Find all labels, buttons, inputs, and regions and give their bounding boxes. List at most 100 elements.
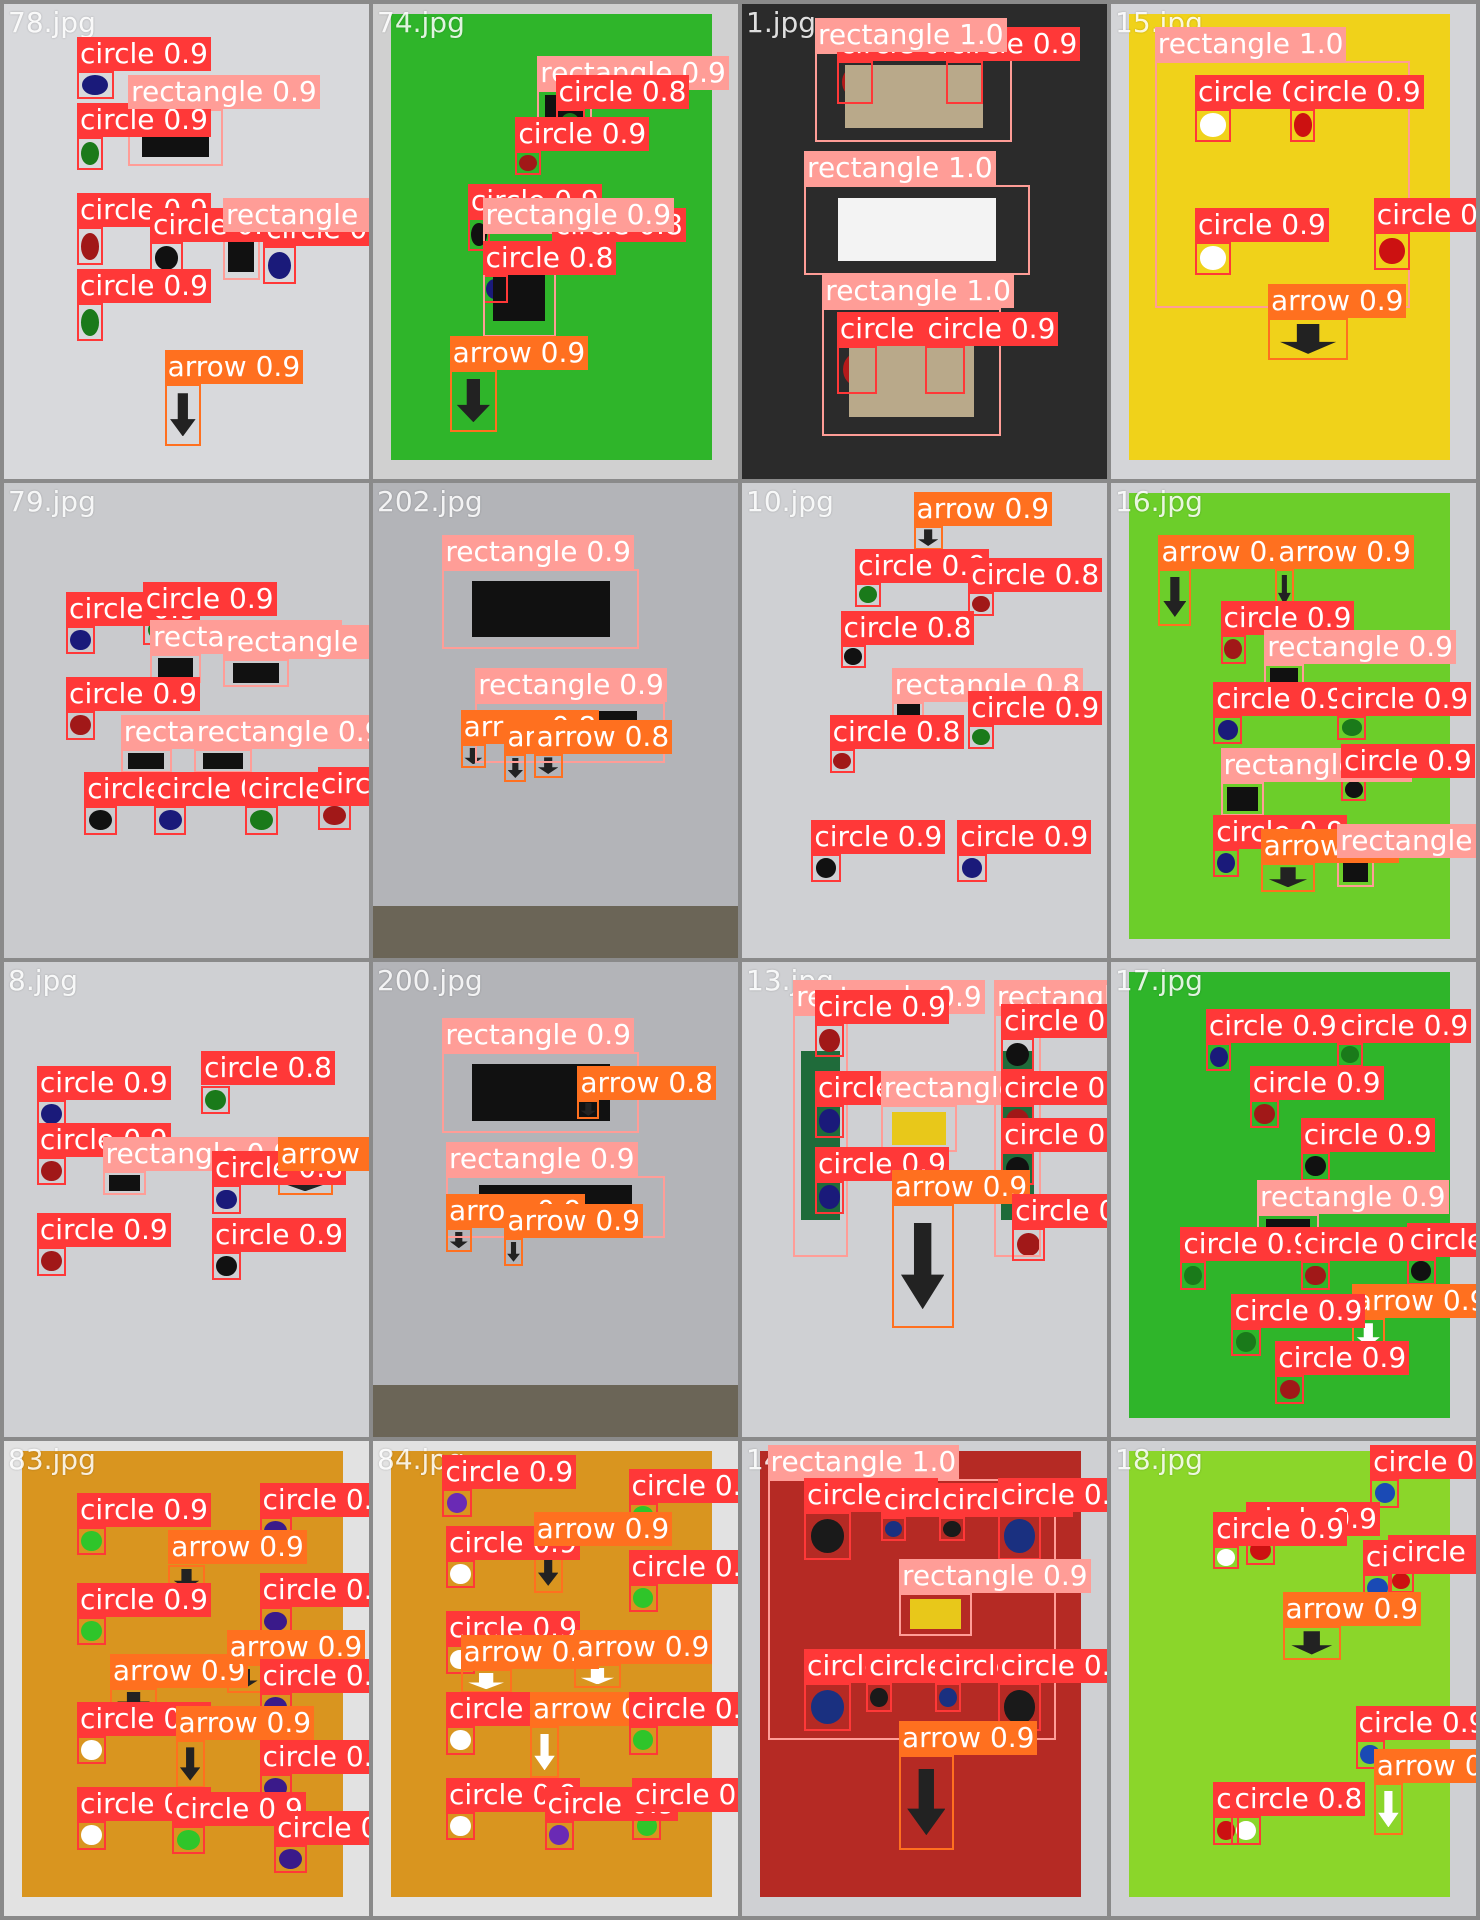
circle-bounding-box <box>1337 715 1367 740</box>
rectangle-object <box>1342 862 1369 883</box>
circle-detection-label: circle 0.9 <box>442 1454 577 1489</box>
circle-object <box>858 586 877 603</box>
circle-object <box>1341 1046 1359 1063</box>
circle-object <box>942 1520 961 1538</box>
circle-detection-label: circle 0.9 <box>259 1483 369 1517</box>
rectangle-detection-label: rectangle 0.9 <box>475 667 667 702</box>
circle-bounding-box <box>957 853 987 882</box>
circle-bounding-box <box>212 1251 242 1281</box>
circle-object <box>158 810 182 831</box>
rectangle-detection-label: rectangle 0.9 <box>128 74 320 109</box>
arrow-detection-label: arrow 0.9 <box>891 1170 1031 1205</box>
circle-bounding-box <box>628 1726 658 1755</box>
arrow-detection-label: arrow 0.9 <box>226 1630 366 1665</box>
circle-bounding-box <box>1180 1261 1206 1290</box>
rectangle-bounding-box <box>120 749 172 773</box>
image-tile: 15.jpg rectangle 1.0 circle 0.9 circle 0.9 c… <box>1111 4 1476 479</box>
circle-bounding-box <box>1373 232 1411 270</box>
circle-bounding-box <box>77 1526 107 1555</box>
arrow-detection-label: arrow 0.9 <box>1275 534 1414 569</box>
rectangle-detection-label: rectangle 0.9 <box>482 198 675 232</box>
circle-object <box>819 1109 840 1133</box>
circle-bounding-box <box>1231 1327 1261 1357</box>
image-filename: 202.jpg <box>377 485 483 518</box>
circle-bounding-box <box>1337 1042 1363 1067</box>
arrow-detection-label: arrow 0.9 <box>168 1530 307 1565</box>
circle-bounding-box <box>946 61 983 104</box>
circle-object <box>1004 1690 1035 1724</box>
circle-detection-label: circle 0.9 <box>997 1649 1107 1684</box>
circle-object <box>833 752 852 770</box>
circle-object <box>1379 237 1405 265</box>
circle-bounding-box <box>880 1517 907 1541</box>
circle-detection-label: circle 0.8 <box>1001 1070 1107 1105</box>
circle-object <box>1224 639 1243 660</box>
circle-object <box>70 629 91 650</box>
image-tile: 78.jpg circle 0.9 circle 0.9 circle 0.9 circ… <box>4 4 369 479</box>
circle-bounding-box <box>1213 848 1239 878</box>
circle-bounding-box <box>442 1488 472 1517</box>
circle-object <box>819 1028 840 1052</box>
rectangle-object <box>109 1174 140 1192</box>
circle-bounding-box <box>1220 635 1247 664</box>
circle-detection-label: circle 0.8 <box>482 240 617 275</box>
circle-bounding-box <box>866 1683 892 1712</box>
circle-bounding-box <box>968 592 994 616</box>
arrow-detection-label: arrow 0.9 <box>164 350 304 384</box>
rectangle-detection-label: rectangle 0.9 <box>1264 629 1456 664</box>
circle-detection-label: circle 0.9 <box>1337 681 1472 716</box>
circle-object <box>279 1849 302 1869</box>
image-tile: 17.jpg circle 0.9 circle 0.9 circle 0.9 circ… <box>1111 962 1476 1437</box>
circle-bounding-box <box>628 1583 658 1612</box>
circle-object <box>1293 113 1312 137</box>
rectangle-bounding-box <box>482 232 556 337</box>
image-tile: 16.jpg arrow 0.9 arrow 0.9 circle 0.9 rectan… <box>1111 483 1476 958</box>
arrow-bounding-box <box>460 1669 512 1693</box>
circle-object <box>939 1687 958 1708</box>
arrow-bounding-box <box>449 369 498 432</box>
circle-object <box>81 1739 102 1760</box>
circle-bounding-box <box>263 246 296 285</box>
circle-object <box>815 857 837 878</box>
circle-bounding-box <box>836 346 878 394</box>
circle-bounding-box <box>1300 1261 1330 1290</box>
circle-bounding-box <box>77 1616 107 1646</box>
circle-object <box>1217 1820 1235 1841</box>
circle-detection-label: circle 0.9 <box>1370 1445 1476 1479</box>
arrow-detection-label: arrow 0.8 <box>577 1065 716 1100</box>
rectangle-object <box>1227 787 1258 811</box>
circle-detection-label: circle 0.9 <box>632 1777 738 1812</box>
circle-bounding-box <box>1213 1545 1239 1570</box>
circle-object <box>80 308 99 336</box>
circle-object <box>70 715 91 736</box>
circle-object <box>80 232 99 260</box>
rectangle-detection-label: rectangle 0.9 <box>442 534 634 569</box>
circle-object <box>819 1185 840 1209</box>
circle-bounding-box <box>1300 1152 1330 1181</box>
arrow-bounding-box <box>1260 863 1316 892</box>
circle-bounding-box <box>997 1512 1042 1560</box>
circle-detection-label: circle 0.9 <box>924 312 1059 346</box>
rectangle-detection-label: rectangle 1.0 <box>815 17 1007 52</box>
circle-bounding-box <box>153 806 187 835</box>
circle-object <box>1235 1332 1257 1352</box>
circle-detection-label: circle 0.9 <box>1340 743 1475 778</box>
circle-object <box>41 1251 62 1272</box>
circle-detection-label: circle 0.9 <box>1205 1008 1340 1043</box>
image-tile: 18.jpg circle 0.9 circle 0.9 circle 0.9 circ… <box>1111 1441 1476 1916</box>
circle-object <box>216 1189 237 1210</box>
circle-object <box>1392 1572 1411 1590</box>
circle-bounding-box <box>77 137 103 171</box>
circle-bounding-box <box>66 711 96 740</box>
image-tile: 74.jpg rectangle 0.9 circle 0.8 circle 0.9 c… <box>373 4 738 479</box>
circle-detection-label: circle 0.8 <box>1012 1194 1107 1228</box>
circle-object <box>80 141 99 166</box>
rectangle-bounding-box <box>223 658 289 688</box>
circle-bounding-box <box>446 1559 476 1589</box>
rectangle-detection-label: rectangle 0.9 <box>223 198 369 232</box>
circle-object <box>1235 1820 1257 1841</box>
circle-detection-label: circle 0.9 <box>815 989 949 1024</box>
circle-detection-label: circle 0.8 <box>840 610 975 645</box>
